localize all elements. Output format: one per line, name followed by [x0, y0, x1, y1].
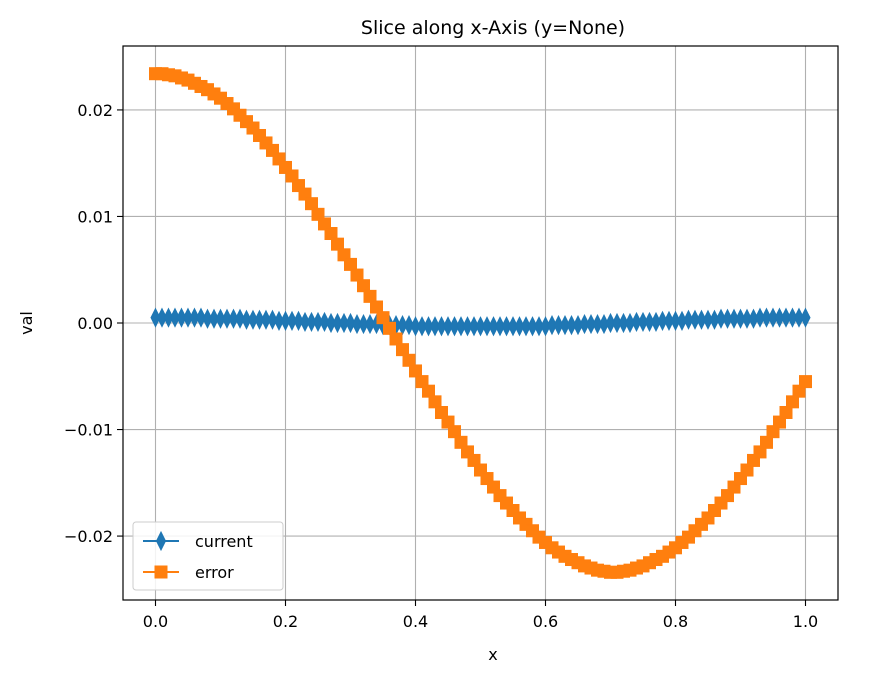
legend-swatch-marker: [155, 530, 167, 552]
y-tick-label: 0.02: [77, 101, 113, 120]
y-tick-label: 0.00: [77, 314, 113, 333]
x-tick-label: 0.2: [273, 612, 298, 631]
x-tick-label: 1.0: [793, 612, 818, 631]
plot-area: [149, 67, 812, 579]
x-tick-label: 0.4: [403, 612, 428, 631]
legend-item-error: error: [143, 563, 234, 582]
data-point-current: [345, 312, 356, 334]
x-tick-label: 0.6: [533, 612, 558, 631]
legend-label: current: [195, 532, 253, 551]
x-axis: 0.0 0.2 0.4 0.6 0.8 1.0: [143, 600, 818, 631]
data-point-current: [234, 308, 246, 329]
chart-title: Slice along x-Axis (y=None): [361, 17, 625, 39]
legend-item-current: current: [143, 530, 253, 552]
y-axis-label: val: [17, 311, 36, 335]
series-error: [149, 67, 812, 579]
data-point-current: [319, 311, 330, 333]
data-point-current: [195, 307, 207, 328]
data-point-current: [800, 307, 811, 328]
legend: current error: [132, 521, 284, 591]
y-tick-label: −0.02: [64, 527, 113, 546]
data-point-current: [293, 310, 304, 331]
y-tick-label: −0.01: [64, 421, 113, 440]
legend-swatch-marker: [154, 565, 168, 579]
x-tick-label: 0.8: [663, 612, 688, 631]
y-tick-label: 0.01: [77, 207, 113, 226]
y-axis: −0.02 −0.01 0.00 0.01 0.02: [64, 101, 123, 546]
data-point-current: [267, 309, 278, 330]
legend-label: error: [195, 563, 234, 582]
series-current: [150, 307, 811, 337]
x-tick-label: 0.0: [143, 612, 168, 631]
data-point-current: [403, 315, 415, 336]
data-point-error: [799, 375, 812, 389]
x-axis-label: x: [488, 645, 497, 664]
